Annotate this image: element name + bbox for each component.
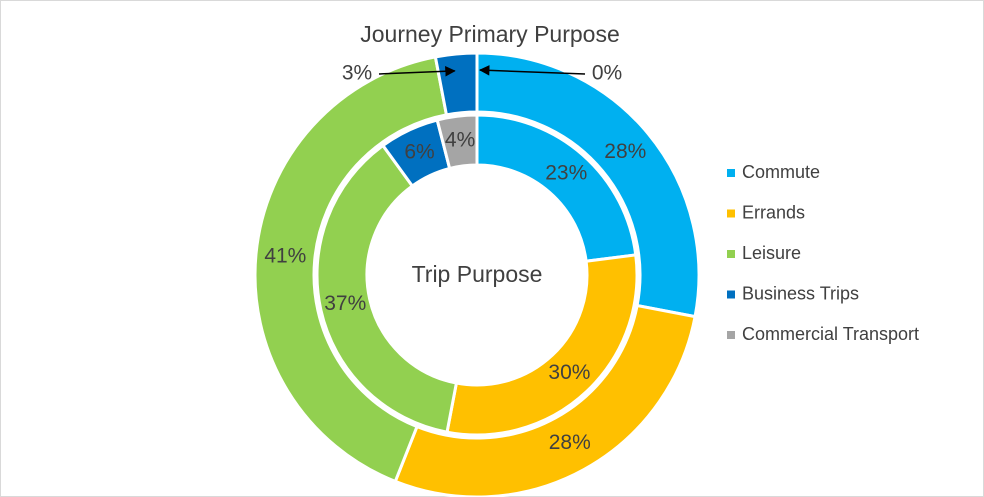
data-label: 41% — [264, 244, 306, 267]
data-label: 3% — [342, 62, 372, 85]
legend-label: Errands — [742, 202, 805, 222]
legend-label: Commute — [742, 162, 820, 182]
data-label: 37% — [324, 292, 366, 315]
donut-slice — [253, 55, 449, 484]
data-label: 4% — [445, 129, 475, 152]
data-label: 30% — [548, 361, 590, 384]
donut-slice — [393, 303, 697, 497]
legend-swatch — [727, 331, 735, 339]
data-label: 23% — [545, 161, 587, 184]
donut-slice — [445, 253, 639, 437]
legend-swatch — [727, 209, 735, 218]
legend-label: Leisure — [742, 243, 801, 263]
legend-swatch — [727, 169, 735, 177]
legend-label: Business Trips — [742, 283, 859, 303]
donut-slice — [315, 143, 459, 434]
data-label: 6% — [404, 140, 434, 163]
legend-swatch — [727, 250, 735, 258]
data-label: 0% — [592, 62, 622, 85]
callout-arrow — [378, 66, 456, 77]
data-label: 28% — [604, 140, 646, 163]
donut-slice — [435, 113, 479, 171]
donut-slice — [475, 51, 701, 319]
center-title: Trip Purpose — [412, 261, 543, 287]
callout-arrow — [478, 65, 586, 76]
data-label: 28% — [549, 431, 591, 454]
legend-label: Commercial Transport — [742, 324, 919, 344]
chart-title: Journey Primary Purpose — [360, 21, 620, 47]
legend-swatch — [727, 290, 735, 299]
